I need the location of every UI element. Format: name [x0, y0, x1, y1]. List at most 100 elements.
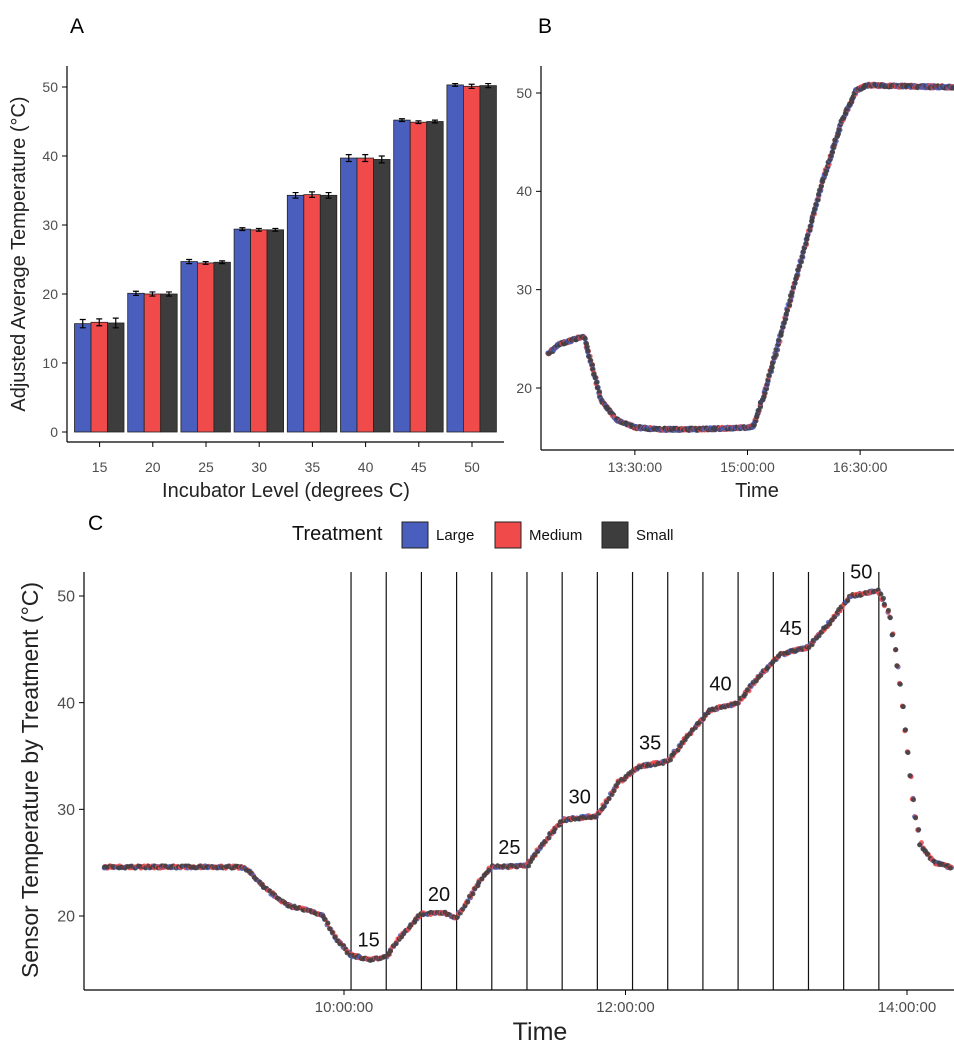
data-point-small [778, 330, 784, 336]
bar-large [127, 292, 145, 433]
data-point-small [769, 360, 776, 367]
error-bar [378, 155, 385, 164]
panel-c-y-tick-label: 50 [57, 589, 75, 606]
legend-title: Treatment [292, 523, 383, 545]
panel-a-bars [74, 84, 497, 433]
panel-c-points [101, 587, 954, 963]
data-point-small [823, 624, 829, 630]
data-point-small [388, 948, 394, 954]
panel-a-x-tick-label: 40 [358, 459, 374, 475]
panel-a-x-tick-label: 25 [198, 459, 214, 475]
bar-medium [196, 262, 215, 433]
data-point-small [687, 731, 693, 737]
bar-medium [303, 194, 321, 433]
data-point-small [588, 357, 594, 364]
level-label: 25 [498, 837, 520, 859]
data-point-small [947, 865, 953, 871]
data-point-small [815, 197, 821, 203]
data-point-small [744, 687, 750, 693]
data-point-small [594, 385, 600, 391]
bar-medium [143, 293, 162, 433]
error-bar [309, 191, 316, 198]
data-point-small [671, 750, 677, 756]
data-point-small [836, 127, 842, 133]
data-point-small [806, 645, 812, 651]
data-point-small [420, 912, 426, 918]
error-bar [398, 118, 405, 123]
data-point-small [831, 142, 837, 148]
data-point-small [917, 842, 923, 848]
panel-a: A Adjusted Average Temperature (°C) Incu… [8, 15, 504, 502]
panel-b: B Time 20 30 40 50 13:30:00 15:00:00 16:30:00 [516, 15, 954, 502]
panel-a-x-tick-label: 50 [464, 459, 480, 475]
data-point-small [792, 280, 798, 286]
data-point-small [668, 757, 674, 763]
data-point-small [794, 273, 800, 279]
error-bar [219, 260, 226, 265]
panel-b-x-tick-label: 15:00:00 [720, 459, 775, 475]
error-bar [112, 317, 119, 329]
panel-a-y-tick-label: 0 [50, 424, 58, 440]
bar-medium [250, 229, 268, 433]
bar-small [160, 293, 178, 433]
data-point-small [776, 337, 782, 343]
bar-large [340, 157, 358, 433]
panel-b-y-ticks: 20 30 40 50 [516, 85, 541, 396]
panel-b-x-tick-label: 13:30:00 [608, 459, 663, 475]
panel-label-b: B [538, 15, 552, 38]
panel-b-y-tick-label: 50 [516, 85, 532, 101]
data-point-small [327, 926, 333, 932]
data-point-small [601, 804, 607, 810]
legend-label-large: Large [436, 527, 474, 544]
bar-small [107, 322, 125, 433]
data-point-small [799, 254, 805, 260]
data-point-small [329, 929, 335, 935]
bar-small [213, 261, 231, 433]
panel-a-error-bars [79, 82, 492, 329]
data-point-small [592, 374, 598, 381]
data-point-small [766, 372, 772, 378]
bar-small [373, 159, 391, 433]
data-point-small [798, 259, 805, 265]
panel-c-x-ticks: 10:00:00 12:00:00 14:00:00 [315, 990, 936, 1016]
panel-c-x-axis-title: Time [513, 1018, 568, 1046]
data-point-small [818, 183, 824, 190]
panel-c-x-tick-label: 12:00:00 [596, 999, 654, 1016]
data-point-small [905, 750, 911, 756]
data-point-small [529, 856, 535, 862]
error-bar [239, 227, 246, 232]
data-point-small [465, 899, 471, 905]
data-point-small [887, 615, 893, 621]
data-point-small [797, 263, 803, 270]
panel-b-x-axis-title: Time [735, 480, 779, 502]
panel-c-y-axis-title: Sensor Temperature by Treatment (°C) [17, 582, 43, 978]
data-point-small [784, 307, 791, 314]
level-label: 15 [358, 930, 380, 952]
panel-b-y-tick-label: 20 [516, 380, 532, 396]
data-point-small [322, 916, 328, 922]
bar-large [233, 228, 252, 433]
bar-small [266, 229, 285, 433]
data-point-small [829, 149, 836, 155]
level-label: 40 [709, 674, 731, 696]
error-bar [186, 258, 193, 265]
error-bar [165, 291, 172, 297]
data-point-small [950, 85, 954, 91]
error-bar [149, 291, 156, 297]
data-point-small [734, 701, 740, 707]
level-label: 20 [428, 884, 450, 906]
data-point-small [742, 691, 748, 697]
error-bar [345, 154, 352, 163]
legend-swatch-medium [494, 521, 522, 549]
error-bar [415, 120, 422, 125]
panel-a-x-ticks: 15 20 25 30 35 40 45 50 [92, 442, 480, 475]
error-bar [132, 290, 139, 296]
panel-c-y-tick-label: 40 [57, 695, 75, 712]
error-bar [452, 82, 459, 87]
bar-large [74, 323, 92, 433]
data-point-small [880, 595, 886, 601]
error-bar [202, 260, 209, 265]
data-point-small [881, 601, 887, 607]
data-point-small [596, 389, 603, 395]
data-point-small [337, 941, 343, 947]
